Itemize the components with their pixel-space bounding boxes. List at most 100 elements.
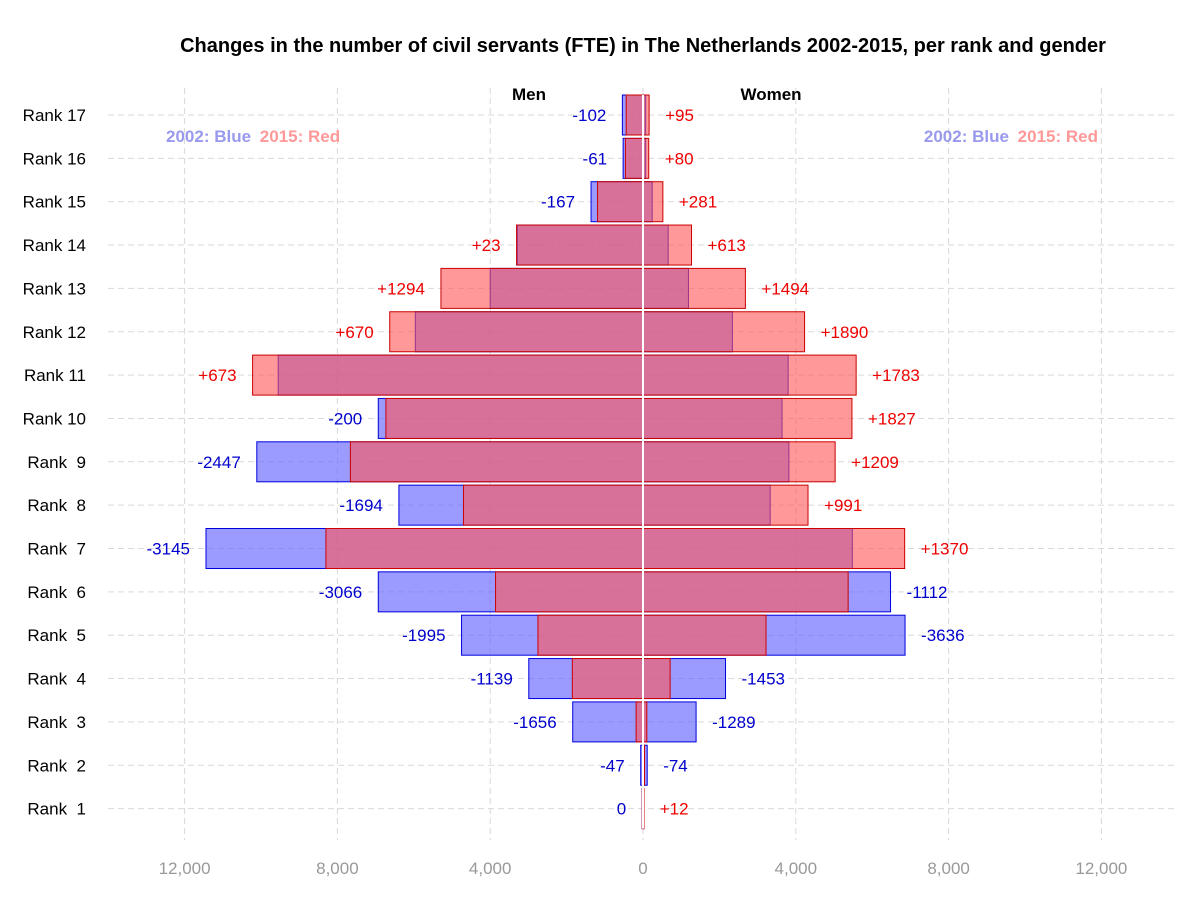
y-tick-label: Rank 1 xyxy=(27,800,86,819)
y-axis-ticks: Rank 17 Rank 16 Rank 15 Rank 14 Rank 13 Rank … xyxy=(23,106,86,819)
bar-men-2015 xyxy=(440,267,644,309)
chart-title: Changes in the number of civil servants … xyxy=(180,35,1106,57)
bar-women-2015 xyxy=(642,224,693,266)
x-tick-label: 8,000 xyxy=(316,859,359,878)
bar-men-2015 xyxy=(385,397,644,439)
bar-women-2015 xyxy=(642,658,671,700)
bar-men-2015 xyxy=(462,484,644,526)
women-change-label: +613 xyxy=(708,236,746,255)
bar-women-2015 xyxy=(642,397,853,439)
bar-women-2015 xyxy=(642,181,664,223)
women-change-label: +80 xyxy=(665,149,694,168)
y-tick-label: Rank 10 xyxy=(23,409,86,428)
x-tick-label: 4,000 xyxy=(469,859,512,878)
men-change-label: -1656 xyxy=(513,713,556,732)
women-change-label: +1209 xyxy=(851,453,899,472)
y-tick-label: Rank 14 xyxy=(23,236,86,255)
men-change-label: +23 xyxy=(472,236,501,255)
women-change-label: -1289 xyxy=(712,713,755,732)
bar-men-2015 xyxy=(325,528,644,569)
x-tick-label: 8,000 xyxy=(927,859,970,878)
men-change-label: -61 xyxy=(583,149,608,168)
men-change-label: -1694 xyxy=(339,496,382,515)
bar-women-2015 xyxy=(642,528,906,569)
x-tick-label: 4,000 xyxy=(775,859,818,878)
y-tick-label: Rank 9 xyxy=(27,453,86,472)
y-tick-label: Rank 7 xyxy=(27,540,86,559)
men-change-label: 0 xyxy=(617,800,626,819)
bar-men-2015 xyxy=(571,658,644,700)
women-change-label: +1494 xyxy=(761,279,809,298)
women-change-label: -3636 xyxy=(921,626,964,645)
bar-women-2015 xyxy=(642,441,836,483)
women-change-label: +1783 xyxy=(872,366,920,385)
men-change-label: -200 xyxy=(328,409,362,428)
men-change-label: +1294 xyxy=(377,279,425,298)
y-tick-label: Rank 16 xyxy=(23,149,86,168)
women-change-label: +991 xyxy=(824,496,862,515)
legend-left-red: 2015: Red xyxy=(260,127,340,146)
women-change-label: -1453 xyxy=(742,670,785,689)
y-tick-label: Rank 5 xyxy=(27,626,86,645)
women-header: Women xyxy=(740,85,801,104)
legend-right: 2002: Blue 2015: Red xyxy=(924,127,1098,146)
y-tick-label: Rank 11 xyxy=(24,366,86,385)
legend-right-blue: 2002: Blue xyxy=(924,127,1009,146)
women-change-label: +1827 xyxy=(868,409,916,428)
y-tick-label: Rank 6 xyxy=(27,583,86,602)
bar-women-2015 xyxy=(642,614,767,656)
bar-men-2015 xyxy=(625,94,644,136)
bar-women-2015 xyxy=(642,267,746,309)
x-tick-label: 0 xyxy=(638,859,647,878)
y-tick-label: Rank 15 xyxy=(23,193,86,212)
bar-women-2002 xyxy=(642,701,697,743)
women-change-label: -74 xyxy=(663,756,688,775)
data-labels: -102 +95 -61 +80 -167 +281 +23 +613 +1294 +1494 +6… xyxy=(147,106,969,819)
x-tick-label: 12,000 xyxy=(159,859,211,878)
x-axis-ticks: 12,000 8,000 4,000 0 4,000 8,000 12,000 xyxy=(159,859,1128,878)
men-change-label: -3066 xyxy=(319,583,362,602)
bar-men-2015 xyxy=(495,571,644,613)
women-change-label: +1370 xyxy=(921,540,969,559)
men-change-label: +673 xyxy=(198,366,236,385)
bar-men-2002 xyxy=(572,701,644,743)
bar-men-2015 xyxy=(252,354,644,396)
bar-men-2015 xyxy=(537,614,644,656)
bar-men-2015 xyxy=(635,701,644,743)
women-change-label: -1112 xyxy=(907,583,948,602)
x-tick-label: 12,000 xyxy=(1075,859,1127,878)
y-tick-label: Rank 2 xyxy=(27,756,86,775)
bar-men-2015 xyxy=(389,311,644,353)
bar-men-2015 xyxy=(516,224,644,266)
bar-women-2015 xyxy=(642,571,849,613)
women-change-label: +1890 xyxy=(821,323,869,342)
y-tick-label: Rank 17 xyxy=(23,106,86,125)
women-change-label: +12 xyxy=(660,800,689,819)
men-change-label: -47 xyxy=(600,756,625,775)
men-change-label: -1139 xyxy=(471,670,513,689)
men-change-label: -102 xyxy=(572,106,606,125)
legend-left: 2002: Blue 2015: Red xyxy=(166,127,340,146)
bar-men-2015 xyxy=(624,137,644,179)
bar-women-2015 xyxy=(642,354,857,396)
men-change-label: -167 xyxy=(541,193,575,212)
men-change-label: -2447 xyxy=(197,453,240,472)
bar-women-2015 xyxy=(642,311,806,353)
y-tick-label: Rank 4 xyxy=(27,670,86,689)
y-tick-label: Rank 13 xyxy=(23,279,86,298)
legend-right-red: 2015: Red xyxy=(1018,127,1098,146)
y-tick-label: Rank 8 xyxy=(27,496,86,515)
men-change-label: -1995 xyxy=(402,626,445,645)
legend-left-blue: 2002: Blue xyxy=(166,127,251,146)
men-header: Men xyxy=(512,85,546,104)
y-tick-label: Rank 12 xyxy=(23,323,86,342)
bar-women-2015 xyxy=(642,484,809,526)
men-change-label: -3145 xyxy=(147,540,190,559)
bar-men-2015 xyxy=(349,441,644,483)
bars xyxy=(205,94,906,830)
y-tick-label: Rank 3 xyxy=(27,713,86,732)
women-change-label: +95 xyxy=(665,106,694,125)
bar-men-2015 xyxy=(597,181,644,223)
women-change-label: +281 xyxy=(679,193,717,212)
